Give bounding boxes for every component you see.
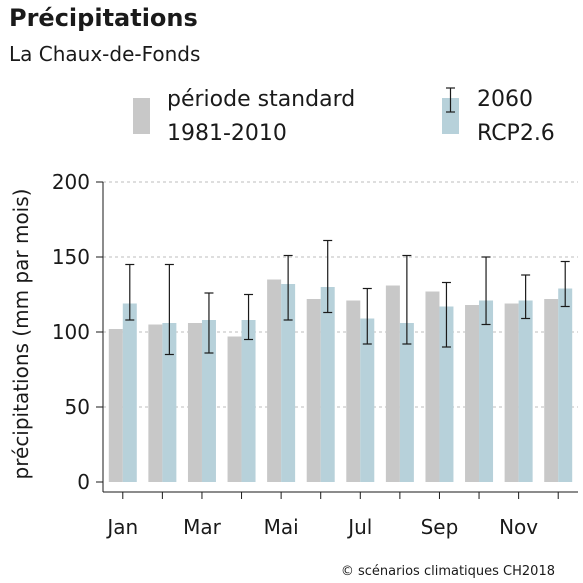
bar-baseline-Dec [544, 299, 559, 482]
bar-baseline-Jan [108, 329, 123, 482]
bar-baseline-Jun [306, 299, 321, 482]
x-tick-label-Jan: Jan [105, 515, 138, 539]
bar-baseline-Jul [346, 300, 361, 482]
axis-layer [96, 181, 578, 499]
label-layer: 0 50 100 150 200 Jan Mar Mai Jul Sep Nov précipitat… [9, 170, 538, 539]
bar-scenario-Apr [241, 320, 256, 482]
bar-baseline-Mar [187, 323, 202, 482]
bar-baseline-Apr [227, 336, 242, 482]
bar-scenario-Jul [360, 318, 375, 482]
bar-baseline-Aug [385, 285, 400, 482]
bar-scenario-Mar [201, 320, 216, 482]
y-axis-title: précipitations (mm par mois) [9, 189, 33, 480]
bar-scenario-Feb [162, 323, 177, 482]
y-tick-label-100: 100 [52, 320, 90, 344]
x-tick-label-Mar: Mar [183, 515, 222, 539]
bar-scenario-Dec [558, 288, 573, 482]
bar-scenario-Aug [399, 323, 414, 482]
legend-swatch-scenario [442, 98, 459, 134]
bar-baseline-Oct [465, 305, 480, 482]
bar-scenario-Oct [479, 300, 494, 482]
bar-scenario-Nov [518, 300, 533, 482]
bar-baseline-Feb [148, 324, 163, 482]
y-tick-label-200: 200 [52, 170, 90, 194]
legend-label-baseline-line1: période standard [167, 87, 356, 112]
bar-layer [108, 279, 573, 482]
bar-scenario-Jan [122, 303, 137, 482]
chart-subtitle: La Chaux-de-Fonds [9, 42, 201, 66]
legend-swatch-baseline [133, 98, 150, 134]
error-bar-layer [125, 239, 570, 356]
bar-baseline-Mai [267, 279, 282, 482]
y-tick-label-0: 0 [77, 470, 90, 494]
x-tick-label-Nov: Nov [499, 515, 538, 539]
bar-scenario-Sep [439, 306, 454, 482]
x-tick-label-Jul: Jul [346, 515, 372, 539]
bar-baseline-Nov [504, 303, 519, 482]
chart-title: Précipitations [9, 4, 198, 32]
x-tick-label-Sep: Sep [421, 515, 459, 539]
bar-scenario-Jun [320, 287, 335, 482]
legend-label-scenario-line2: RCP2.6 [477, 121, 555, 146]
bar-baseline-Sep [425, 291, 440, 482]
grid-layer [103, 181, 578, 408]
y-tick-label-50: 50 [65, 395, 90, 419]
legend-label-scenario-line1: 2060 [477, 87, 533, 112]
bar-scenario-Mai [281, 284, 296, 482]
x-tick-label-Mai: Mai [264, 515, 299, 539]
legend-label-baseline-line2: 1981-2010 [167, 121, 287, 146]
y-tick-label-150: 150 [52, 245, 90, 269]
copyright-credit: © scénarios climatiques CH2018 [340, 564, 555, 579]
